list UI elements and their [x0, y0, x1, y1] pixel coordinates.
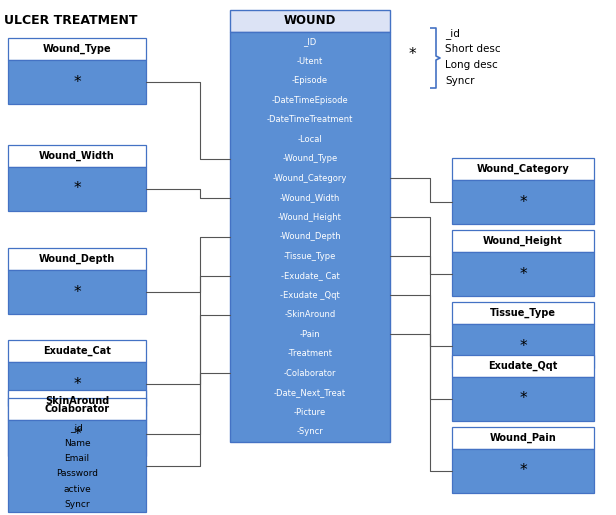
- Text: Exudate_Cat: Exudate_Cat: [43, 346, 111, 356]
- Text: Tissue_Type: Tissue_Type: [490, 308, 556, 318]
- Text: Syncr: Syncr: [64, 500, 90, 509]
- Text: Wound_Pain: Wound_Pain: [490, 433, 556, 443]
- Text: *: *: [73, 426, 81, 441]
- Text: *: *: [519, 391, 527, 406]
- Text: -Pain: -Pain: [300, 330, 320, 339]
- Bar: [452, 230, 594, 252]
- Bar: [8, 398, 146, 420]
- Text: -Colaborator: -Colaborator: [284, 369, 336, 377]
- Text: _ID: _ID: [303, 37, 317, 46]
- Bar: [8, 362, 146, 406]
- Bar: [8, 145, 146, 167]
- Text: *: *: [519, 266, 527, 282]
- Text: _id: _id: [445, 28, 460, 39]
- Bar: [8, 270, 146, 314]
- Text: *: *: [519, 338, 527, 353]
- Bar: [230, 32, 390, 441]
- Text: -Date_Next_Treat: -Date_Next_Treat: [274, 388, 346, 397]
- Text: ULCER TREATMENT: ULCER TREATMENT: [4, 14, 137, 27]
- Text: -Wound_Type: -Wound_Type: [282, 154, 338, 163]
- Bar: [452, 158, 594, 180]
- Bar: [8, 167, 146, 211]
- Text: Wound_Category: Wound_Category: [477, 164, 569, 174]
- Text: active: active: [63, 485, 91, 493]
- Text: *: *: [73, 284, 81, 300]
- Text: Short desc: Short desc: [445, 44, 501, 54]
- Text: Long desc: Long desc: [445, 60, 498, 70]
- Bar: [452, 180, 594, 224]
- Text: Exudate_Qqt: Exudate_Qqt: [488, 361, 557, 371]
- Text: -Tissue_Type: -Tissue_Type: [284, 252, 336, 261]
- Bar: [452, 449, 594, 493]
- Text: -Wound_Depth: -Wound_Depth: [279, 232, 341, 241]
- Text: -Utent: -Utent: [297, 57, 323, 66]
- Text: -Wound_Category: -Wound_Category: [273, 174, 347, 183]
- Text: *: *: [519, 195, 527, 210]
- Text: _id: _id: [71, 423, 83, 432]
- Text: -Treatment: -Treatment: [288, 349, 333, 358]
- Bar: [8, 412, 146, 456]
- Text: WOUND: WOUND: [284, 14, 336, 27]
- Text: Colaborator: Colaborator: [44, 404, 110, 414]
- Text: SkinAround: SkinAround: [45, 396, 109, 406]
- Text: Wound_Type: Wound_Type: [43, 44, 111, 54]
- Bar: [452, 252, 594, 296]
- Bar: [452, 377, 594, 421]
- Text: -DateTimeTreatment: -DateTimeTreatment: [267, 115, 353, 124]
- Text: *: *: [408, 47, 416, 62]
- Text: *: *: [73, 376, 81, 391]
- Bar: [8, 248, 146, 270]
- Text: *: *: [73, 75, 81, 90]
- Bar: [8, 38, 146, 60]
- Bar: [230, 10, 390, 32]
- Text: Email: Email: [65, 454, 89, 463]
- Text: Name: Name: [63, 438, 91, 448]
- Text: Wound_Height: Wound_Height: [483, 236, 563, 246]
- Bar: [452, 302, 594, 324]
- Bar: [452, 355, 594, 377]
- Text: -Local: -Local: [298, 135, 322, 144]
- Bar: [8, 340, 146, 362]
- Text: -Syncr: -Syncr: [297, 427, 323, 436]
- Text: -Wound_Height: -Wound_Height: [278, 213, 342, 222]
- Text: Password: Password: [56, 469, 98, 478]
- Text: -DateTimeEpisode: -DateTimeEpisode: [272, 96, 349, 105]
- Text: -Episode: -Episode: [292, 76, 328, 85]
- Text: -Wound_Width: -Wound_Width: [280, 193, 340, 202]
- Text: *: *: [519, 464, 527, 478]
- Bar: [8, 420, 146, 512]
- Text: -Exudate_ Cat: -Exudate_ Cat: [281, 271, 339, 280]
- Text: -Exudate _Qqt: -Exudate _Qqt: [280, 291, 340, 300]
- Text: -SkinAround: -SkinAround: [285, 310, 336, 319]
- Text: Wound_Width: Wound_Width: [39, 151, 115, 161]
- Text: *: *: [73, 181, 81, 197]
- Bar: [452, 324, 594, 368]
- Bar: [8, 60, 146, 104]
- Bar: [452, 427, 594, 449]
- Text: Wound_Depth: Wound_Depth: [39, 254, 115, 264]
- Text: Syncr: Syncr: [445, 76, 474, 86]
- Bar: [8, 390, 146, 412]
- Text: -Picture: -Picture: [294, 408, 326, 417]
